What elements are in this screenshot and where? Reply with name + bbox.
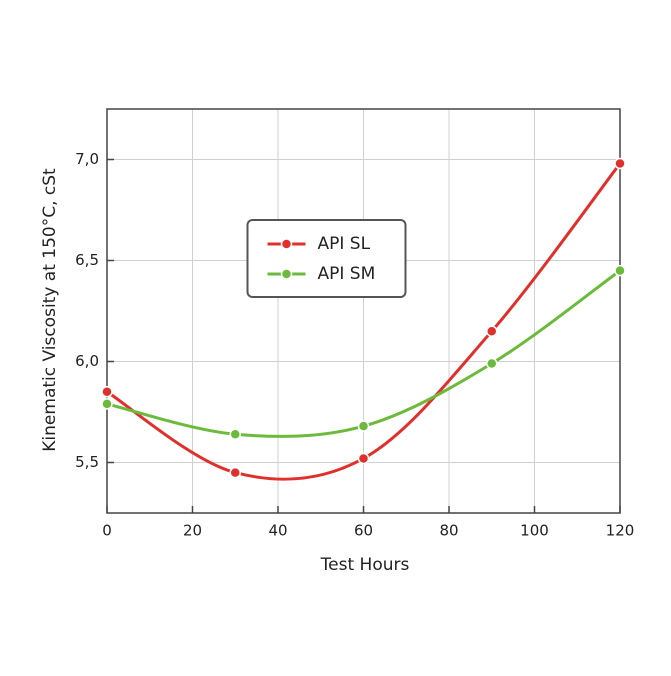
- data-point: [101, 398, 113, 410]
- x-tick-label: 60: [354, 522, 373, 540]
- data-point: [357, 452, 370, 465]
- data-point: [614, 264, 626, 277]
- x-tick-label: 120: [606, 522, 635, 540]
- y-tick-label: 7,0: [75, 150, 99, 168]
- data-point: [229, 466, 241, 479]
- data-point: [486, 357, 498, 370]
- x-axis-label: Test Hours: [320, 555, 410, 575]
- data-point: [614, 157, 626, 170]
- y-tick-label: 6,0: [75, 352, 99, 370]
- x-tick-label: 80: [439, 522, 458, 540]
- x-tick-label: 40: [268, 522, 287, 540]
- series-line: [106, 162, 622, 481]
- x-tick-label: 20: [183, 522, 202, 540]
- y-tick-label: 5,5: [75, 453, 99, 471]
- data-point: [229, 428, 241, 440]
- y-axis-label: Kinematic Viscosity at 150°C, cSt: [40, 168, 60, 452]
- legend-marker: [280, 268, 293, 280]
- x-tick-label: 0: [102, 522, 112, 540]
- legend-label: API SM: [318, 264, 376, 284]
- data-point: [486, 325, 498, 337]
- y-tick-label: 6,5: [75, 251, 99, 269]
- data-point: [357, 420, 370, 432]
- legend-box: [246, 219, 407, 298]
- plot-frame: [106, 108, 621, 514]
- x-tick-label: 100: [520, 522, 549, 540]
- data-point: [101, 386, 113, 398]
- legend-marker: [280, 238, 293, 250]
- legend-label: API SL: [318, 234, 371, 254]
